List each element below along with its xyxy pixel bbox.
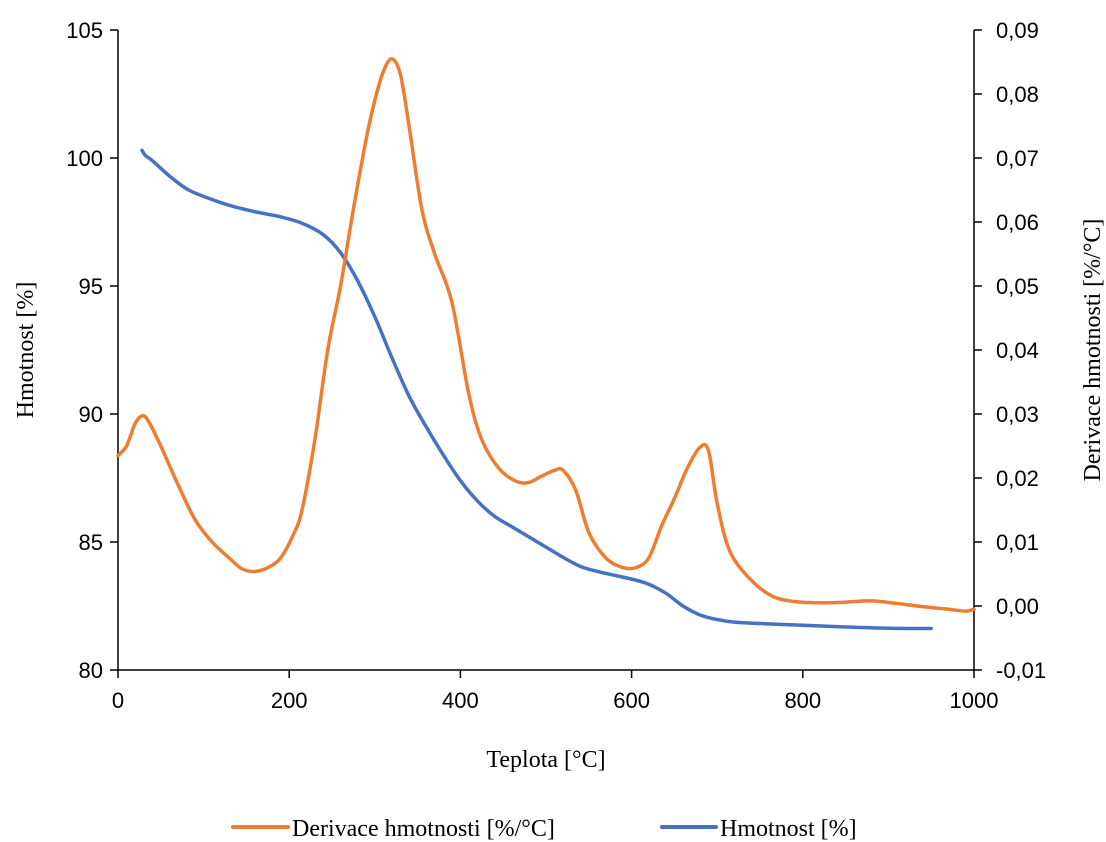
y-left-tick-label: 95 [79, 274, 103, 299]
x-tick-label: 0 [112, 688, 124, 713]
y-right-tick-label: 0,02 [996, 466, 1039, 491]
y-right-tick-label: 0,04 [996, 338, 1039, 363]
y-right-tick-label: 0,07 [996, 146, 1039, 171]
plot-area [117, 30, 975, 671]
series-line-derivace [116, 57, 976, 613]
x-ticks: 0 200 400 600 800 1000 [112, 670, 999, 713]
y-left-tick-label: 105 [66, 18, 103, 43]
y-left-tick-label: 100 [66, 146, 103, 171]
y-axis-left-title: Hmotnost [%] [13, 282, 39, 419]
series-line-hmotnost [140, 148, 933, 631]
legend-item-derivace: Derivace hmotnosti [%/°C] [231, 816, 555, 842]
legend: Derivace hmotnosti [%/°C] Hmotnost [%] [231, 816, 857, 842]
y-right-tick-label: -0,01 [996, 658, 1046, 683]
legend-label-hmotnost: Hmotnost [%] [720, 816, 857, 842]
legend-item-hmotnost: Hmotnost [%] [660, 816, 857, 842]
x-tick-label: 600 [613, 688, 650, 713]
y-left-tick-label: 90 [79, 402, 103, 427]
x-tick-label: 800 [784, 688, 821, 713]
y-right-tick-label: 0,03 [996, 402, 1039, 427]
y-left-ticks: 80 85 90 95 100 105 [66, 18, 118, 683]
series-layer [116, 57, 976, 631]
y-right-tick-label: 0,09 [996, 18, 1039, 43]
y-right-tick-label: 0,01 [996, 530, 1039, 555]
y-right-tick-label: 0,08 [996, 82, 1039, 107]
y-left-tick-label: 80 [79, 658, 103, 683]
x-tick-label: 1000 [950, 688, 999, 713]
legend-label-derivace: Derivace hmotnosti [%/°C] [292, 816, 555, 842]
y-left-tick-label: 85 [79, 530, 103, 555]
y-right-ticks: -0,01 0,00 0,01 0,02 0,03 0,04 0,05 0,06 0,07 0,0… [974, 18, 1046, 683]
x-tick-label: 400 [442, 688, 479, 713]
y-right-tick-label: 0,00 [996, 594, 1039, 619]
y-axis-right-title: Derivace hmotnosti [%/°C] [1080, 219, 1106, 482]
y-right-tick-label: 0,06 [996, 210, 1039, 235]
x-axis-title: Teplota [°C] [486, 747, 605, 773]
y-right-tick-label: 0,05 [996, 274, 1039, 299]
x-tick-label: 200 [271, 688, 308, 713]
